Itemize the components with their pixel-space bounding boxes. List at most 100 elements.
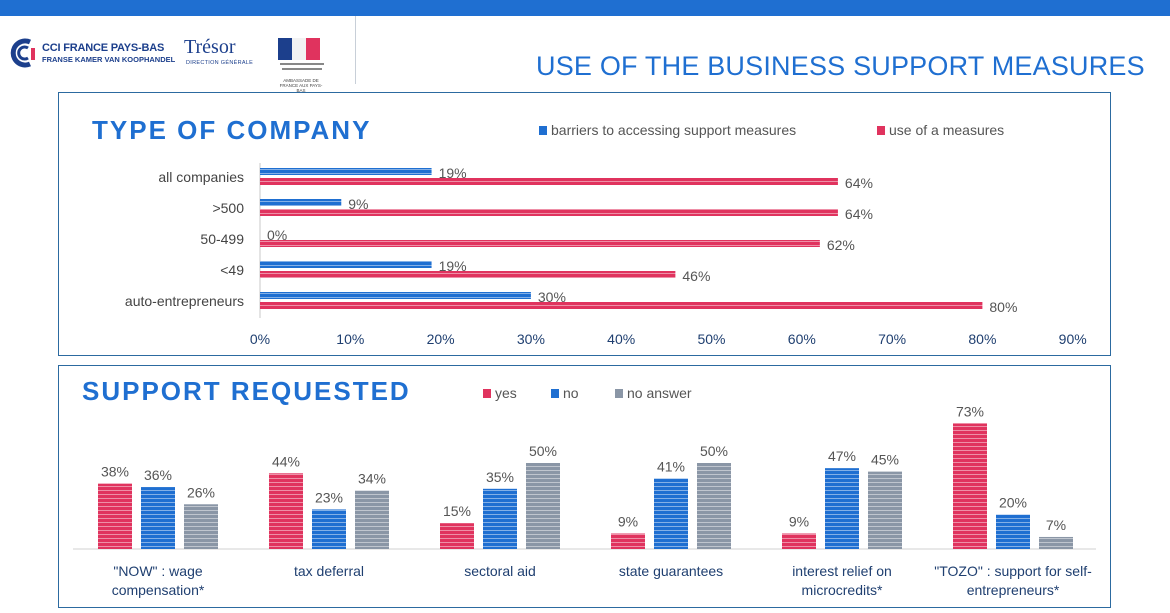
legend-label-no-answer: no answer xyxy=(627,385,692,401)
bar-no-answer xyxy=(355,490,389,549)
data-label-no-answer: 34% xyxy=(358,471,386,487)
bar-use xyxy=(260,302,983,309)
legend-swatch-no-answer xyxy=(615,389,623,398)
type-of-company-chart: all companies 19% 64% >500 9% 64% 50-499 0% 62% <… xyxy=(125,163,1087,347)
data-label-barriers: 0% xyxy=(267,227,287,243)
x-tick-label: 70% xyxy=(878,331,906,347)
cci-logo-subtitle: FRANSE KAMER VAN KOOPHANDEL xyxy=(42,55,176,64)
bar-no-answer xyxy=(184,504,218,549)
legend-swatch-blue xyxy=(539,126,547,135)
x-tick-label: 40% xyxy=(607,331,635,347)
bar-use xyxy=(260,240,820,247)
data-label-yes: 44% xyxy=(272,453,300,469)
legend-barriers: barriers to accessing support measures xyxy=(539,122,796,138)
republique-francaise-logo: AMBASSADE DE FRANCE AUX PAYS-BAS xyxy=(270,36,330,94)
bar-no-answer xyxy=(697,463,731,549)
data-label-no-answer: 7% xyxy=(1046,517,1066,533)
x-tick-label: 30% xyxy=(517,331,545,347)
bar-no xyxy=(825,468,859,549)
x-tick-label: 20% xyxy=(427,331,455,347)
bar-yes xyxy=(98,483,132,549)
category-label: auto-entrepreneurs xyxy=(125,293,244,309)
category-label: "NOW" : wage xyxy=(113,563,203,579)
data-label-no-answer: 45% xyxy=(871,452,899,468)
bar-yes xyxy=(269,473,303,549)
legend-swatch-no xyxy=(551,389,559,398)
category-label: "TOZO" : support for self- xyxy=(934,563,1092,579)
category-label: entrepreneurs* xyxy=(967,582,1060,598)
top-accent-bar xyxy=(0,0,1170,16)
data-label-use: 80% xyxy=(989,299,1017,315)
bar-use xyxy=(260,209,838,216)
x-tick-label: 80% xyxy=(968,331,996,347)
data-label-no-answer: 50% xyxy=(529,443,557,459)
data-label-use: 46% xyxy=(682,268,710,284)
page-title: USE OF THE BUSINESS SUPPORT MEASURES xyxy=(536,51,1145,81)
category-label: interest relief on xyxy=(792,563,892,579)
chart-1-title: TYPE OF COMPANY xyxy=(92,115,372,145)
bar-barriers xyxy=(260,292,531,299)
cci-logo-mark xyxy=(10,38,35,68)
data-label-yes: 15% xyxy=(443,503,471,519)
data-label-yes: 9% xyxy=(789,514,809,530)
legend-label-yes: yes xyxy=(495,385,517,401)
category-label: >500 xyxy=(212,200,244,216)
category-label: state guarantees xyxy=(619,563,723,579)
type-of-company-panel: TYPE OF COMPANY barriers to accessing su… xyxy=(58,92,1111,356)
bar-yes xyxy=(440,523,474,549)
data-label-barriers: 9% xyxy=(348,196,368,212)
legend-use: use of a measures xyxy=(877,122,1004,138)
x-tick-label: 50% xyxy=(697,331,725,347)
cci-logo-name: CCI FRANCE PAYS-BAS xyxy=(42,42,165,54)
legend-swatch-yes xyxy=(483,389,491,398)
data-label-no-answer: 26% xyxy=(187,484,215,500)
header-divider xyxy=(355,16,356,84)
legend-label-use: use of a measures xyxy=(889,122,1005,138)
category-label: microcredits* xyxy=(802,582,883,598)
tresor-logo-name: Trésor xyxy=(184,36,236,58)
chart-2-title: SUPPORT REQUESTED xyxy=(82,376,411,406)
bar-yes xyxy=(782,533,816,549)
x-tick-label: 60% xyxy=(788,331,816,347)
data-label-no: 36% xyxy=(144,467,172,483)
x-tick-label: 10% xyxy=(336,331,364,347)
data-label-no: 20% xyxy=(999,495,1027,511)
data-label-use: 64% xyxy=(845,206,873,222)
category-label: tax deferral xyxy=(294,563,364,579)
bar-barriers xyxy=(260,168,432,175)
data-label-no: 47% xyxy=(828,448,856,464)
tresor-logo: Trésor DIRECTION GÉNÉRALE xyxy=(184,36,264,76)
category-label: sectoral aid xyxy=(464,563,536,579)
bar-barriers xyxy=(260,261,432,268)
legend-yes: yes xyxy=(483,385,517,401)
category-label: all companies xyxy=(158,169,244,185)
data-label-no-answer: 50% xyxy=(700,443,728,459)
legend-no: no xyxy=(551,385,579,401)
bar-no xyxy=(483,488,517,549)
legend-label-barriers: barriers to accessing support measures xyxy=(551,122,797,138)
data-label-use: 62% xyxy=(827,237,855,253)
bar-yes xyxy=(953,423,987,549)
data-label-barriers: 19% xyxy=(439,258,467,274)
data-label-barriers: 30% xyxy=(538,289,566,305)
bar-no xyxy=(654,478,688,549)
bar-use xyxy=(260,178,838,185)
bar-no-answer xyxy=(1039,536,1073,549)
data-label-use: 64% xyxy=(845,175,873,191)
bar-no xyxy=(312,509,346,549)
legend-label-no: no xyxy=(563,385,579,401)
bar-yes xyxy=(611,533,645,549)
bar-use xyxy=(260,271,676,278)
data-label-yes: 38% xyxy=(101,464,129,480)
x-tick-label: 0% xyxy=(250,331,270,347)
legend-no-answer: no answer xyxy=(615,385,692,401)
data-label-no: 23% xyxy=(315,489,343,505)
category-label: 50-499 xyxy=(200,231,244,247)
bar-no-answer xyxy=(526,463,560,549)
support-requested-chart: 38% 36% 26% "NOW" : wage compensation* 44% 23%… xyxy=(73,403,1096,598)
x-tick-label: 90% xyxy=(1059,331,1087,347)
legend-swatch-pink xyxy=(877,126,885,135)
data-label-no: 35% xyxy=(486,469,514,485)
bar-no-answer xyxy=(868,471,902,549)
category-label: <49 xyxy=(220,262,244,278)
